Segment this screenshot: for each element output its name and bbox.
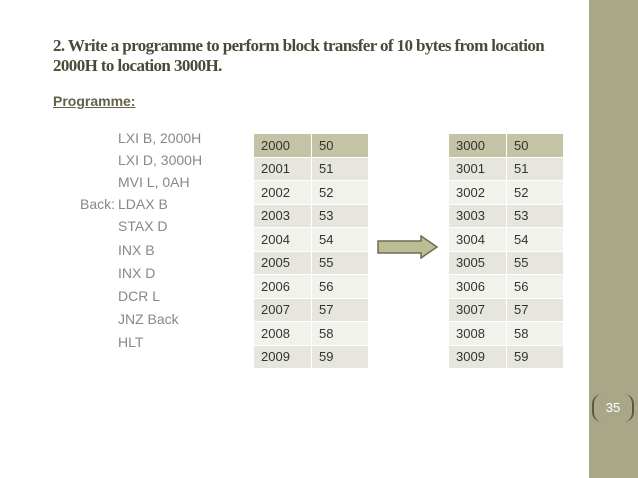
table-row: 3001 51 [448,156,564,181]
code-instruction: STAX D [118,218,168,234]
destination-memory-table: 3000 50 3001 51 3002 52 3003 53 3004 54 3005 5… [448,133,564,369]
code-instruction: LXI B, 2000H [118,130,202,146]
table-row: 2004 54 [253,227,369,252]
table-row: 3004 54 [448,227,564,252]
right-arrow-icon [377,235,439,259]
value-cell: 56 [506,274,564,299]
value-cell: 59 [506,344,564,369]
code-line: LXI B, 2000H [60,130,210,150]
code-instruction: INX B [118,242,155,258]
address-cell: 2000 [253,133,312,158]
code-line: LXI D, 3000H [60,152,210,172]
code-line: Back: LDAX B [60,196,210,216]
address-cell: 3006 [448,274,507,299]
table-row: 2002 52 [253,180,369,205]
value-cell: 53 [506,203,564,228]
code-instruction: INX D [118,265,156,281]
code-line: MVI L, 0AH [60,174,210,194]
value-cell: 58 [506,321,564,346]
table-row: 2003 53 [253,203,369,228]
address-cell: 2005 [253,250,312,275]
code-line: JNZ Back [60,311,210,331]
value-cell: 51 [311,156,369,181]
code-instruction: MVI L, 0AH [118,174,190,190]
code-label: Back: [79,196,115,212]
code-instruction: JNZ Back [118,311,179,327]
table-row: 3003 53 [448,203,564,228]
address-cell: 2006 [253,274,312,299]
address-cell: 2003 [253,203,312,228]
value-cell: 57 [506,297,564,322]
code-line: HLT [60,334,210,354]
table-row: 2006 56 [253,274,369,299]
code-line: STAX D [60,218,210,238]
value-cell: 57 [311,297,369,322]
address-cell: 2009 [253,344,312,369]
table-row: 3009 59 [448,344,564,369]
page-number: 35 [592,394,634,422]
address-cell: 2008 [253,321,312,346]
address-cell: 3007 [448,297,507,322]
table-row: 2005 55 [253,250,369,275]
address-cell: 3001 [448,156,507,181]
value-cell: 55 [506,250,564,275]
programme-heading: Programme: [53,93,136,109]
value-cell: 55 [311,250,369,275]
address-cell: 3004 [448,227,507,252]
value-cell: 50 [506,133,564,158]
value-cell: 51 [506,156,564,181]
code-instruction: LDAX B [118,196,168,212]
value-cell: 58 [311,321,369,346]
value-cell: 54 [311,227,369,252]
table-row: 2000 50 [253,133,369,158]
table-row: 3007 57 [448,297,564,322]
code-instruction: DCR L [118,288,161,304]
value-cell: 53 [311,203,369,228]
address-cell: 3003 [448,203,507,228]
code-instruction: HLT [118,334,144,350]
table-row: 2008 58 [253,321,369,346]
value-cell: 59 [311,344,369,369]
table-row: 3002 52 [448,180,564,205]
address-cell: 3008 [448,321,507,346]
value-cell: 52 [311,180,369,205]
code-line: INX D [60,265,210,285]
address-cell: 2007 [253,297,312,322]
table-row: 2001 51 [253,156,369,181]
source-memory-table: 2000 50 2001 51 2002 52 2003 53 2004 54 2005 5… [253,133,369,369]
value-cell: 52 [506,180,564,205]
code-line: DCR L [60,288,210,308]
address-cell: 2004 [253,227,312,252]
table-row: 3000 50 [448,133,564,158]
address-cell: 3005 [448,250,507,275]
address-cell: 2002 [253,180,312,205]
address-cell: 3009 [448,344,507,369]
table-row: 3008 58 [448,321,564,346]
table-row: 3006 56 [448,274,564,299]
value-cell: 56 [311,274,369,299]
value-cell: 54 [506,227,564,252]
table-row: 2009 59 [253,344,369,369]
address-cell: 3002 [448,180,507,205]
slide-title: 2. Write a programme to perform block tr… [53,36,545,75]
code-instruction: LXI D, 3000H [118,152,203,168]
address-cell: 3000 [448,133,507,158]
value-cell: 50 [311,133,369,158]
table-row: 3005 55 [448,250,564,275]
code-line: INX B [60,242,210,262]
address-cell: 2001 [253,156,312,181]
table-row: 2007 57 [253,297,369,322]
